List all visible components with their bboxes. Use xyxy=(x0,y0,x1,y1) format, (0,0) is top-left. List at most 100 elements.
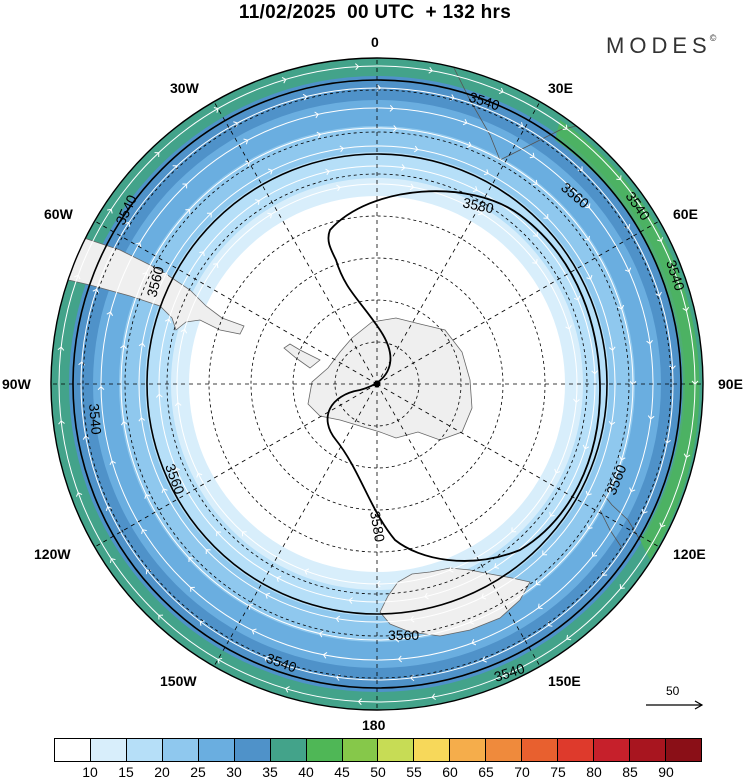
streamline-arrow xyxy=(554,468,561,474)
streamline-arrow xyxy=(424,592,429,600)
streamline-arrow xyxy=(109,460,116,466)
streamline-arrow xyxy=(549,511,555,517)
colorbar-label: 25 xyxy=(190,764,206,780)
streamline-arrow xyxy=(105,506,112,512)
lon-label-60w: 60W xyxy=(44,206,73,222)
streamline-arrow xyxy=(158,614,164,620)
polar-map: 3540 3540 3540 3540 3540 3540 3540 3560 … xyxy=(50,57,704,711)
streamline-arrow xyxy=(659,522,666,528)
colorbar-swatch xyxy=(414,739,451,761)
logo-mark: © xyxy=(709,33,717,43)
streamline-arrow xyxy=(190,586,195,592)
streamline-arrow xyxy=(498,87,504,95)
streamline-arrow xyxy=(325,168,330,176)
antarctic-peninsula xyxy=(283,343,321,369)
streamline-arrow xyxy=(566,634,572,641)
streamline-arrow xyxy=(392,125,398,132)
contour-label: 3560 xyxy=(143,264,167,298)
streamline-arrow xyxy=(482,656,487,663)
colorbar-swatch xyxy=(90,739,127,761)
streamline-arrow xyxy=(646,339,653,345)
streamline-arrow xyxy=(216,531,222,537)
streamline-arrow xyxy=(591,370,599,375)
streamline-arrow xyxy=(199,620,205,626)
streamline-arrow xyxy=(629,487,636,493)
streamline-arrow xyxy=(281,76,287,84)
streamline-arrow xyxy=(267,212,273,219)
colorbar-swatch xyxy=(594,739,630,761)
streamline-arrow xyxy=(82,435,90,440)
contour-3540 xyxy=(72,79,682,689)
colorbar-swatch xyxy=(162,739,199,761)
south-america-landmass xyxy=(59,229,245,335)
reference-vector: 50 xyxy=(644,684,708,714)
streamline-arrow xyxy=(657,237,664,242)
streamline-arrow xyxy=(565,325,572,330)
streamline-arrow xyxy=(617,304,625,310)
streamline-arrow xyxy=(619,455,626,461)
streamline-arrow xyxy=(348,597,353,604)
streamline-arrow xyxy=(138,417,146,422)
colorbar-label: 75 xyxy=(550,764,566,780)
colorbar-label: 55 xyxy=(406,764,422,780)
streamline-arrow xyxy=(537,603,543,610)
streamline-arrow xyxy=(518,122,524,128)
streamline-arrow xyxy=(254,199,260,205)
streamline-arrow xyxy=(543,213,549,219)
colorbar-label: 80 xyxy=(586,764,602,780)
streamline-arrow xyxy=(483,169,489,176)
streamline-arrow xyxy=(206,212,212,218)
colorbar-label: 45 xyxy=(334,764,350,780)
streamline-arrow xyxy=(655,291,662,297)
streamline-arrow xyxy=(585,490,592,496)
colorbar-label: 35 xyxy=(262,764,278,780)
streamline-arrow xyxy=(357,698,363,706)
streamline-arrow xyxy=(532,231,538,237)
streamline-arrow xyxy=(276,575,282,582)
latitude-circle xyxy=(250,257,504,511)
streamline-arrow xyxy=(142,271,149,277)
colorbar xyxy=(54,738,702,762)
colorbar-label: 70 xyxy=(514,764,530,780)
contour-label: 3560 xyxy=(388,627,419,643)
streamline-arrow xyxy=(267,168,273,175)
streamline-arrow xyxy=(532,259,538,264)
colorbar-label: 30 xyxy=(226,764,242,780)
streamline-arrow xyxy=(141,529,147,534)
lon-label-0: 0 xyxy=(371,34,379,50)
streamline-arrow xyxy=(75,492,83,497)
streamline-arrow xyxy=(586,274,593,280)
streamline-arrow xyxy=(481,593,487,600)
streamline-arrow xyxy=(608,420,616,426)
streamline-arrow xyxy=(58,420,65,425)
meridian-line xyxy=(376,383,660,548)
meridian-line xyxy=(376,220,660,385)
streamline-arrow xyxy=(109,558,116,563)
streamline-arrow xyxy=(462,118,468,126)
colorbar-swatch xyxy=(486,739,523,761)
contour-3580 xyxy=(326,190,601,562)
streamline-arrow xyxy=(182,183,188,189)
streamline-arrow xyxy=(120,421,128,426)
streamline-arrow xyxy=(154,152,160,157)
colorbar-label: 85 xyxy=(622,764,638,780)
colorbar-label: 65 xyxy=(478,764,494,780)
streamline-arrow xyxy=(641,508,648,514)
streamline-arrow xyxy=(135,242,142,248)
meridian-line xyxy=(213,101,378,385)
meridian-line xyxy=(94,383,378,548)
meridian-line xyxy=(213,383,378,667)
colorbar-label: 15 xyxy=(118,764,134,780)
latitude-circle xyxy=(82,89,672,679)
streamline-arrow xyxy=(213,263,219,268)
streamline-arrow xyxy=(162,272,169,278)
streamline-arrow xyxy=(57,346,65,351)
streamline-arrow xyxy=(251,628,257,635)
streamline-arrow xyxy=(466,141,472,148)
streamline-arrow xyxy=(243,138,249,145)
streamline-arrow xyxy=(582,444,590,450)
streamline-arrow xyxy=(448,566,454,573)
lon-label-120e: 120E xyxy=(673,546,706,562)
streamline-arrow xyxy=(316,131,322,139)
streamline-arrow xyxy=(314,111,319,119)
